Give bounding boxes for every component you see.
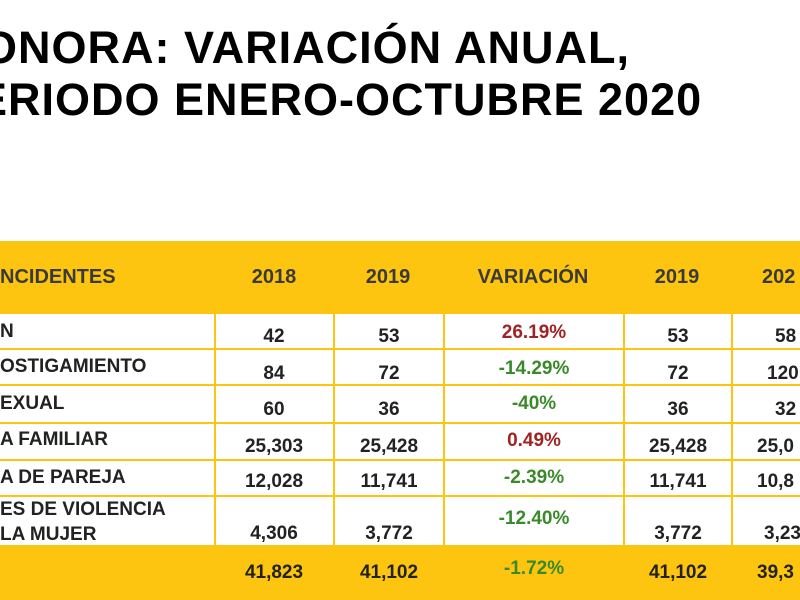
table-body [0, 314, 800, 545]
table-row: N 42 53 26.19% 53 58 [0, 315, 800, 348]
cell-variation: -2.39% [503, 467, 565, 488]
row-incident-name: EXUAL [0, 393, 65, 414]
cell-variation: -12.40% [498, 508, 570, 529]
header-variation: VARIACIÓN [477, 266, 589, 288]
cell-2018: 60 [263, 399, 285, 420]
cell-2018: 25,303 [244, 436, 304, 457]
cell-2020: 32 [775, 399, 797, 420]
row-divider [0, 459, 800, 461]
row-incident-name: N [0, 321, 14, 342]
column-divider [623, 314, 625, 545]
row-divider [0, 422, 800, 424]
cell-2019: 72 [378, 363, 400, 384]
cell-2018: 84 [263, 363, 285, 384]
header-2018: 2018 [251, 266, 297, 288]
title-line-2: ERIODO ENERO-OCTUBRE 2020 [0, 74, 703, 125]
cell-2019: 53 [378, 326, 400, 347]
cell-2020: 120 [767, 363, 799, 384]
row-incident-name: A FAMILIAR [0, 429, 109, 450]
page-title: ONORA: VARIACIÓN ANUAL, ERIODO ENERO-OCT… [0, 22, 702, 126]
row-incident-name: OSTIGAMIENTO [0, 356, 147, 377]
cell-variation: -40% [511, 393, 557, 414]
header-2019-b: 2019 [654, 266, 700, 288]
incidents-table: NCIDENTES 2018 2019 VARIACIÓN 2019 202 N… [0, 241, 800, 600]
cell-2019-b: 25,428 [648, 436, 708, 457]
cell-2019-b: 11,741 [649, 471, 707, 492]
cell-variation: 0.49% [507, 430, 561, 451]
row-incident-name: ES DE VIOLENCIA LA MUJER [0, 497, 166, 547]
table-row: ES DE VIOLENCIA LA MUJER 4,306 3,772 -12… [0, 497, 800, 545]
cell-2019: 11,741 [360, 471, 418, 492]
cell-2019: 36 [378, 399, 400, 420]
table-row: A DE PAREJA 12,028 11,741 -2.39% 11,741 … [0, 461, 800, 495]
row-incident-name-line-1: ES DE VIOLENCIA [0, 499, 166, 520]
cell-2020: 25,0 [757, 436, 794, 457]
cell-2018: 42 [263, 326, 285, 347]
cell-2019: 25,428 [359, 436, 419, 457]
cell-2020: 10,8 [757, 471, 794, 492]
cell-2020: 3,23 [764, 523, 800, 544]
cell-2018: 12,028 [244, 471, 304, 492]
column-divider [731, 314, 733, 545]
cell-2019: 3,772 [365, 523, 413, 544]
cell-variation: -14.29% [498, 358, 570, 379]
cell-2018: 4,306 [250, 523, 298, 544]
total-2019: 41,102 [359, 562, 419, 583]
total-2018: 41,823 [244, 562, 304, 583]
table-row: EXUAL 60 36 -40% 36 32 [0, 386, 800, 422]
title-line-1: ONORA: VARIACIÓN ANUAL, [0, 22, 630, 73]
total-2019-b: 41,102 [648, 562, 708, 583]
column-divider [443, 314, 445, 545]
row-divider [0, 348, 800, 350]
row-divider [0, 384, 800, 386]
cell-2019-b: 36 [667, 399, 689, 420]
row-incident-name: A DE PAREJA [0, 467, 126, 488]
row-divider [0, 495, 800, 497]
header-incidents: NCIDENTES [0, 266, 116, 288]
cell-2019-b: 72 [667, 363, 689, 384]
header-2019: 2019 [365, 266, 411, 288]
cell-variation: 26.19% [501, 322, 567, 343]
row-incident-name-line-2: LA MUJER [0, 524, 97, 545]
total-2020: 39,3 [757, 562, 794, 583]
column-divider [214, 314, 216, 545]
total-row: 41,823 41,102 -1.72% 41,102 39,3 [0, 545, 800, 600]
cell-2020: 58 [775, 326, 797, 347]
cell-2019-b: 53 [667, 326, 689, 347]
column-divider [333, 314, 335, 545]
table-row: A FAMILIAR 25,303 25,428 0.49% 25,428 25… [0, 424, 800, 459]
total-variation: -1.72% [503, 558, 565, 579]
header-2020: 202 [762, 266, 796, 288]
table-header: NCIDENTES 2018 2019 VARIACIÓN 2019 202 [0, 241, 800, 313]
table-row: OSTIGAMIENTO 84 72 -14.29% 72 120 [0, 350, 800, 384]
cell-2019-b: 3,772 [654, 523, 702, 544]
